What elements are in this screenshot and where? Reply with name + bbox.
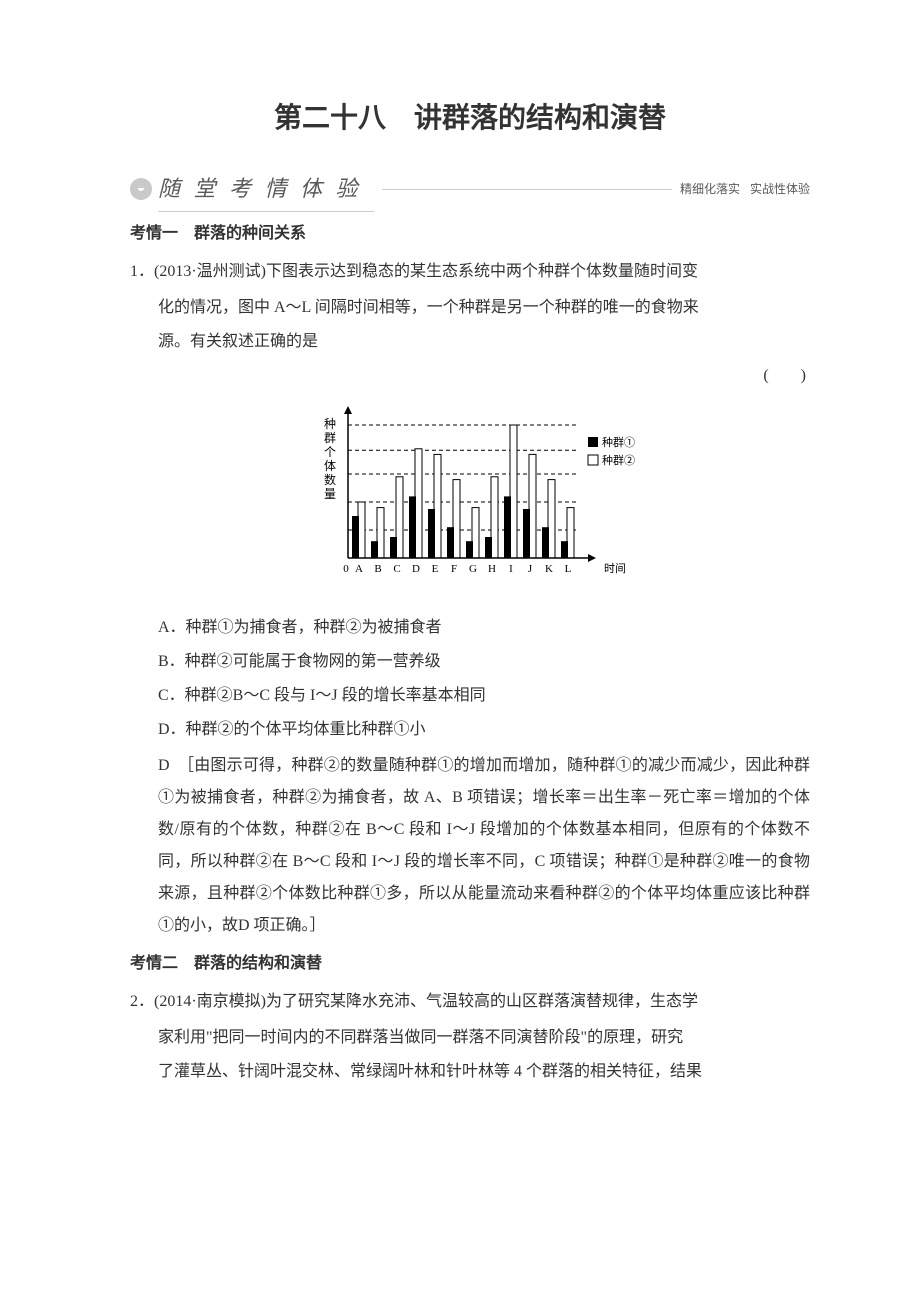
q1-explain-text: ［由图示可得，种群②的数量随种群①的增加而增加，随种群①的减少而减少，因此种群①…: [158, 757, 810, 934]
q1-stem3: 源。有关叙述正确的是: [130, 326, 810, 358]
q1-explanation: D ［由图示可得，种群②的数量随种群①的增加而增加，随种群①的减少而减少，因此种…: [130, 750, 810, 942]
svg-text:B: B: [374, 563, 381, 575]
q2-stem3: 了灌草丛、针阔叶混交林、常绿阔叶林和针叶林等 4 个群落的相关特征，结果: [130, 1056, 810, 1088]
q1-choice-paren: ( ): [130, 360, 810, 392]
svg-text:个: 个: [324, 445, 336, 459]
svg-text:种: 种: [324, 417, 336, 431]
q1-stem1: (2013·温州测试)下图表示达到稳态的某生态系统中两个种群个体数量随时间变: [154, 263, 698, 280]
q1-chart: 0ABCDEFGH I JKL 时间 种群个体数量 种群① 种群②: [130, 400, 810, 602]
svg-text:H: H: [488, 563, 496, 575]
svg-text:K: K: [545, 563, 553, 575]
banner-sub-2: 实战性体验: [750, 177, 810, 201]
banner-main-text: 随 堂 考 情 体 验: [158, 167, 374, 212]
banner-sub-1: 精细化落实: [680, 177, 740, 201]
page-title: 第二十八 讲群落的结构和演替: [130, 90, 810, 146]
svg-text:E: E: [432, 563, 439, 575]
svg-text:群: 群: [324, 431, 336, 445]
q2-line1: 2．(2014·南京模拟)为了研究某降水充沛、气温较高的山区群落演替规律，生态学: [130, 986, 810, 1018]
section2-heading: 考情二 群落的结构和演替: [130, 948, 810, 980]
svg-text:种群②: 种群②: [602, 453, 635, 467]
svg-text:A: A: [355, 563, 363, 575]
q1-option-d: D．种群②的个体平均体重比种群①小: [130, 714, 810, 746]
q2-stem2: 家利用"把同一时间内的不同群落当做同一群落不同演替阶段"的原理，研究: [130, 1022, 810, 1054]
svg-text:C: C: [393, 563, 400, 575]
svg-text:体: 体: [324, 459, 336, 473]
bar-chart-svg: 0ABCDEFGH I JKL 时间 种群个体数量 种群① 种群②: [280, 400, 660, 590]
q1-option-b: B．种群②可能属于食物网的第一营养级: [130, 646, 810, 678]
svg-text:F: F: [451, 563, 457, 575]
svg-text:量: 量: [324, 487, 336, 501]
banner-divider: [382, 189, 672, 190]
svg-text:时间: 时间: [604, 562, 626, 575]
svg-text:D: D: [412, 563, 420, 575]
q1-number: 1．: [130, 263, 154, 280]
q1-option-a: A．种群①为捕食者，种群②为被捕食者: [130, 612, 810, 644]
svg-text:L: L: [565, 563, 572, 575]
q1-answer-letter: D: [158, 757, 170, 774]
section1-heading: 考情一 群落的种间关系: [130, 218, 810, 250]
q2-stem1: (2014·南京模拟)为了研究某降水充沛、气温较高的山区群落演替规律，生态学: [154, 993, 698, 1010]
q1-option-c: C．种群②B～C 段与 I～J 段的增长率基本相同: [130, 680, 810, 712]
svg-text:数: 数: [324, 472, 336, 487]
q2-number: 2．: [130, 993, 154, 1010]
svg-text:G: G: [469, 563, 477, 575]
svg-text:种群①: 种群①: [602, 435, 635, 449]
svg-text:0: 0: [343, 563, 349, 575]
q1-stem2: 化的情况，图中 A～L 间隔时间相等，一个种群是另一个种群的唯一的食物来: [130, 292, 810, 324]
q1-line1: 1．(2013·温州测试)下图表示达到稳态的某生态系统中两个种群个体数量随时间变: [130, 256, 810, 288]
svg-text:I: I: [509, 563, 513, 575]
section-banner: ◒ 随 堂 考 情 体 验 精细化落实 实战性体验: [130, 174, 810, 204]
globe-icon: ◒: [130, 178, 152, 200]
svg-text:J: J: [528, 563, 533, 575]
